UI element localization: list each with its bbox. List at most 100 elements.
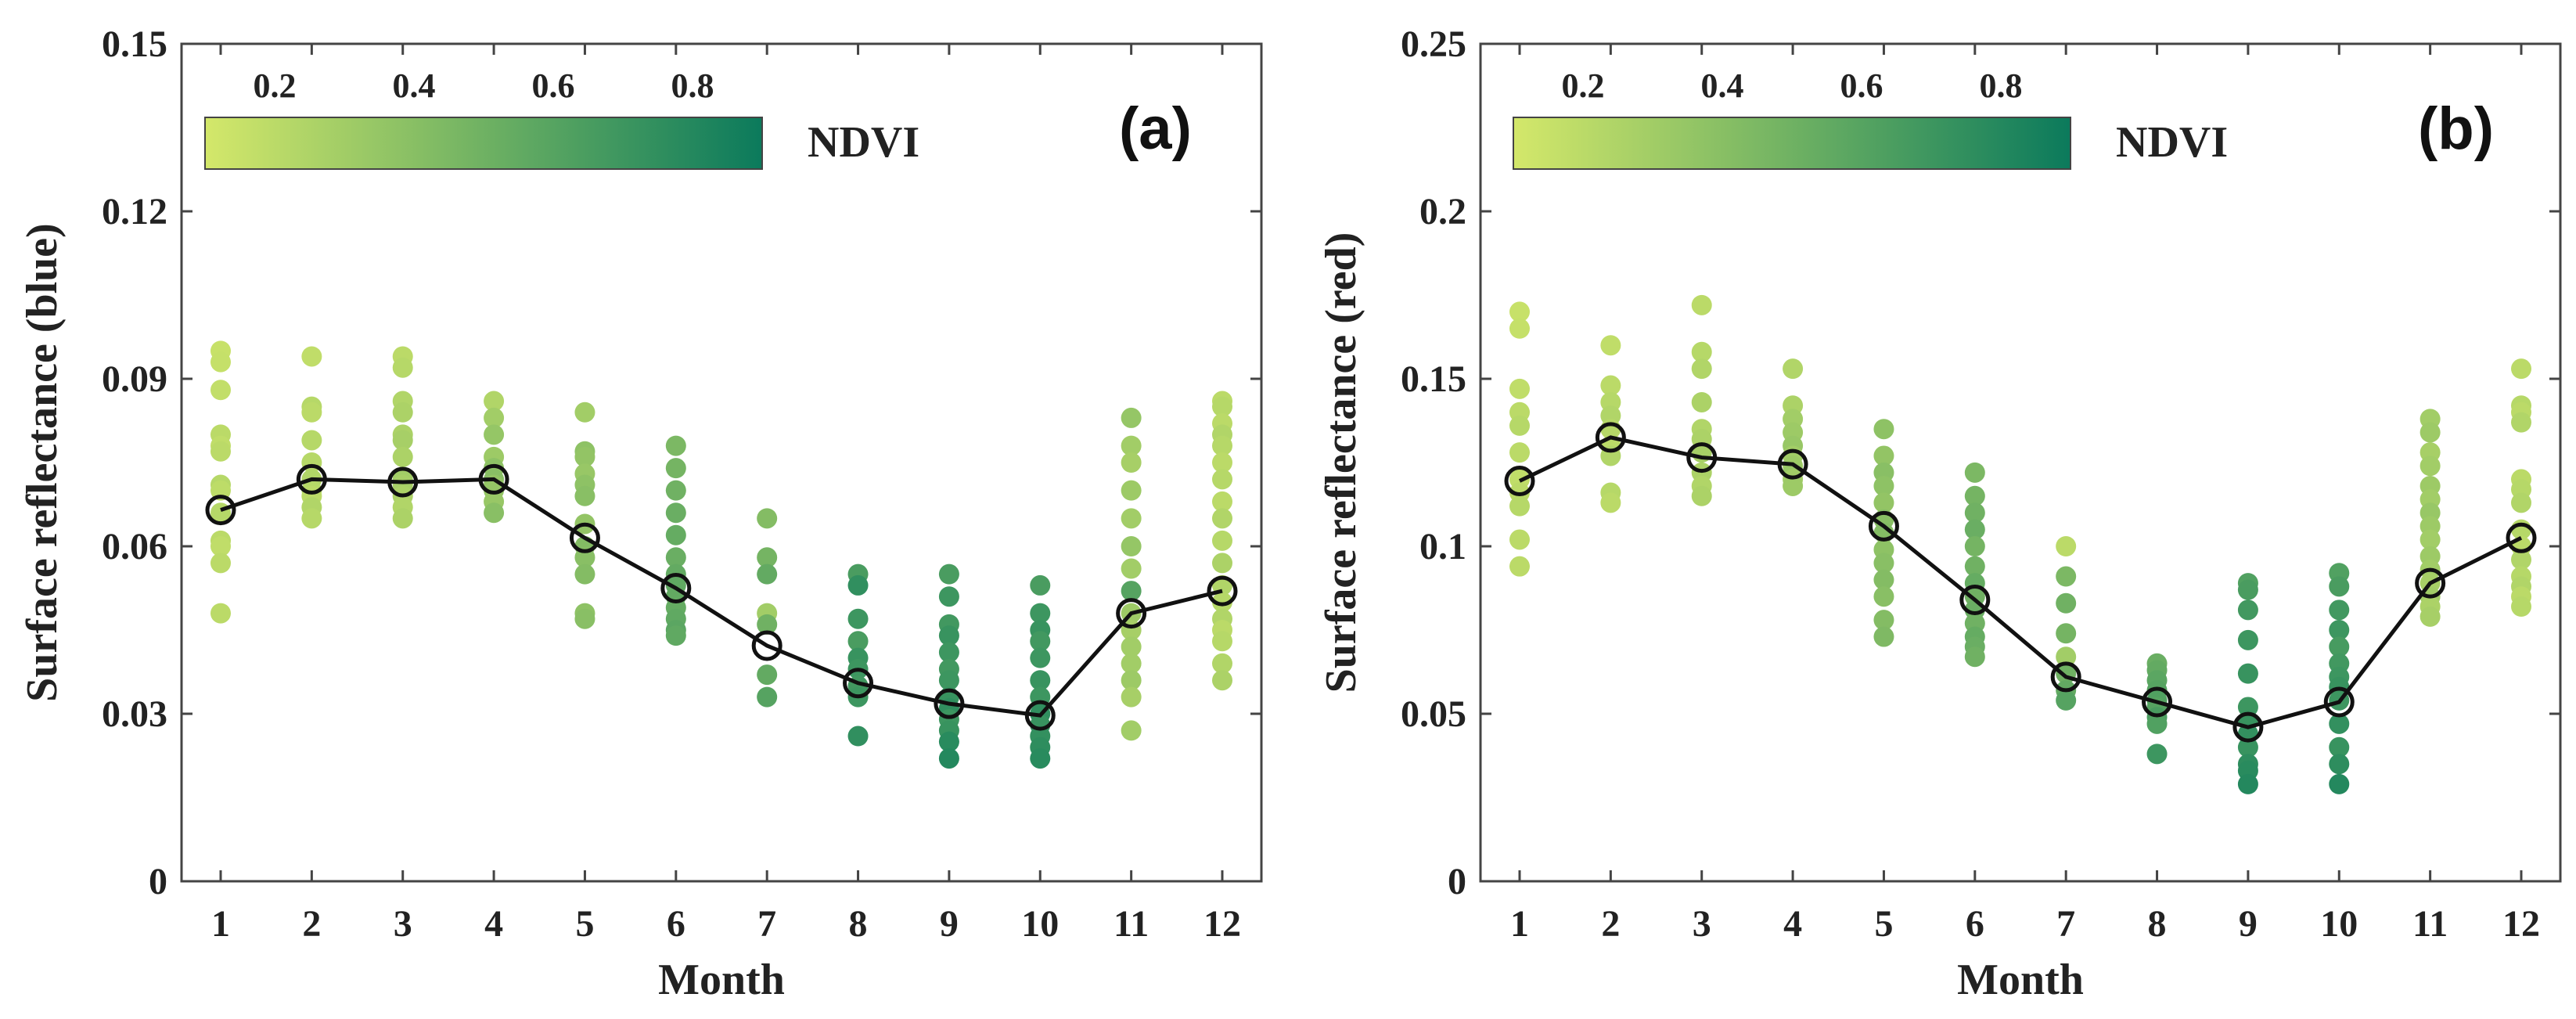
mean-marker [1959, 584, 1991, 615]
mean-marker [2506, 522, 2537, 553]
x-tick-label: 3 [394, 903, 412, 945]
plot-area-frame [180, 42, 1263, 883]
scatter-point [938, 670, 959, 691]
scatter-point [2329, 600, 2350, 621]
x-tick-label: 4 [484, 903, 503, 945]
scatter-point [574, 485, 595, 506]
scatter-point [574, 401, 595, 423]
mean-marker [751, 630, 783, 661]
scatter-point [1212, 491, 1232, 512]
mean-marker [1116, 598, 1147, 629]
colorbar-tick-label: 0.6 [532, 67, 575, 105]
y-tick-label: 0.15 [1401, 358, 1466, 400]
scatter-point [1121, 581, 1142, 602]
scatter-point [1212, 530, 1232, 551]
scatter-point [1121, 536, 1142, 556]
scatter-point [1691, 485, 1712, 506]
scatter-point [847, 608, 869, 629]
scatter-point [210, 553, 231, 574]
colorbar-tick-label: 0.2 [1562, 67, 1605, 105]
scatter-point [2329, 736, 2350, 758]
scatter-point [301, 346, 322, 367]
y-axis-title-a: Surface reflectance (blue) [18, 223, 67, 702]
scatter-point [2329, 636, 2350, 657]
scatter-point [938, 586, 959, 607]
scatter-point [301, 508, 322, 529]
scatter-point [210, 351, 231, 373]
scatter-point [2329, 620, 2350, 640]
scatter-point [1873, 610, 1894, 631]
x-tick-label: 1 [1510, 903, 1529, 945]
y-tick-label: 0 [149, 861, 167, 902]
x-tick-label: 12 [2502, 903, 2540, 945]
scatter-point [1600, 335, 1621, 356]
scatter-point [938, 625, 959, 646]
scatter-point [1691, 391, 1712, 412]
scatter-point [938, 642, 959, 663]
scatter-point [1121, 407, 1142, 428]
scatter-point [574, 547, 595, 568]
scatter-point [2329, 713, 2350, 734]
x-tick-label: 1 [211, 903, 230, 945]
scatter-point [1509, 301, 1530, 322]
panel-b: 00.050.10.150.20.25 1 2 3 4 5 6 7 8 9 10 11 12 0.2 0… [1317, 23, 2562, 1004]
scatter-point [2056, 566, 2077, 587]
scatter-point [1600, 375, 1621, 396]
x-tick-label: 5 [1874, 903, 1893, 945]
scatter-point [2329, 576, 2350, 597]
mean-marker [1777, 448, 1808, 480]
scatter-point [2511, 596, 2531, 618]
scatter-point [1030, 670, 1051, 691]
x-tick-label: 12 [1203, 903, 1241, 945]
x-tick-label: 6 [667, 903, 685, 945]
scatter-point [1873, 445, 1894, 466]
y-tick-label: 0.15 [102, 23, 167, 65]
y-tick-label: 0.2 [1419, 191, 1466, 232]
mean-marker [569, 522, 600, 553]
scatter-point [1691, 358, 1712, 380]
colorbar-tick-label: 0.8 [671, 67, 714, 105]
x-tick-label: 5 [575, 903, 594, 945]
scatter-point [757, 564, 778, 585]
scatter-point [1121, 435, 1142, 456]
scatter-point [1964, 485, 1985, 506]
mean-marker [1595, 422, 1626, 453]
scatter-point [757, 664, 778, 686]
scatter-point [1121, 686, 1142, 708]
colorbar-gradient [1513, 117, 2071, 170]
scatter-point [1212, 592, 1232, 613]
scatter-point [1783, 475, 1804, 496]
scatter-point [2237, 663, 2258, 684]
scatter-point [1212, 435, 1232, 456]
x-tick-label: 9 [2239, 903, 2258, 945]
scatter-point [2511, 412, 2531, 433]
scatter-point [665, 458, 686, 479]
scatter-point [2237, 600, 2258, 621]
scatter-point [2056, 592, 2077, 614]
scatter-point [2329, 754, 2350, 775]
scatter-point [1030, 603, 1051, 624]
x-axis-title-a: Month [658, 956, 785, 1004]
scatter-point [1509, 529, 1530, 550]
scatter-point [2511, 549, 2531, 571]
x-tick-label: 6 [1966, 903, 1984, 945]
mean-marker [205, 495, 236, 526]
scatter-point [938, 564, 959, 585]
scatter-point [1121, 452, 1142, 473]
scatter-point [1964, 646, 1985, 668]
y-tick-label: 0.12 [102, 191, 167, 232]
scatter-point [2419, 606, 2441, 627]
scatter-point [1873, 419, 1894, 440]
y-axis-title-b: Surface reflectance (red) [1317, 232, 1365, 693]
scatter-point [1030, 748, 1051, 769]
colorbar-tick-label: 0.8 [1980, 67, 2023, 105]
scatter-point [2146, 744, 2168, 765]
x-tick-label: 7 [757, 903, 776, 945]
panel-label-b: (b) [2418, 95, 2494, 162]
scatter-point [2237, 773, 2258, 794]
mean-marker [1207, 575, 1238, 607]
mean-marker [1024, 700, 1056, 731]
x-tick-label: 11 [1114, 903, 1149, 945]
scatter-point [1212, 631, 1232, 652]
scatter-points [1509, 294, 2531, 794]
